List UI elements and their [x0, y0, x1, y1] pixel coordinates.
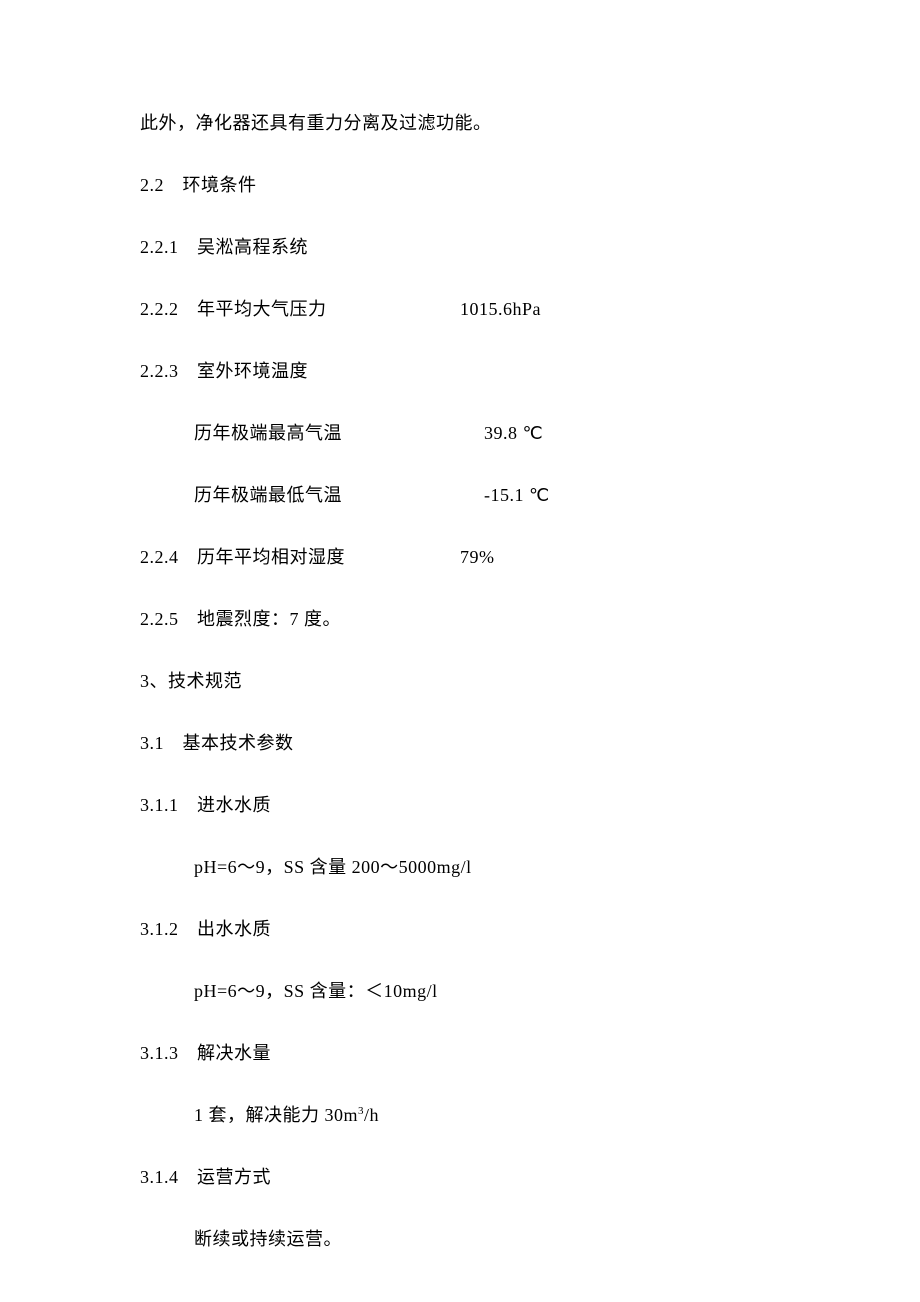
section-3-1-2-body: pH=6～9，SS 含量：＜10mg/l: [140, 978, 780, 1005]
section-2-2-3: 2.2.3 室外环境温度: [140, 358, 780, 385]
section-3-1-4-body: 断续或持续运营。: [140, 1226, 780, 1253]
max-temp-value: 39.8 ℃: [484, 420, 780, 447]
section-3-1-4: 3.1.4 运营方式: [140, 1164, 780, 1191]
min-temp-row: 历年极端最低气温 -15.1 ℃: [140, 482, 780, 509]
section-2-2-4-label: 2.2.4 历年平均相对湿度: [140, 544, 460, 571]
section-3-1-1-body: pH=6～9，SS 含量 200～5000mg/l: [140, 854, 780, 881]
section-2-2-4: 2.2.4 历年平均相对湿度 79%: [140, 544, 780, 571]
s313-post: /h: [364, 1105, 379, 1125]
section-3-1-1: 3.1.1 进水水质: [140, 792, 780, 819]
section-2-2-4-value: 79%: [460, 544, 780, 571]
min-temp-label: 历年极端最低气温: [194, 482, 484, 509]
section-3-heading: 3、技术规范: [140, 668, 780, 695]
section-2-2-1: 2.2.1 吴淞高程系统: [140, 234, 780, 261]
section-2-2-2-value: 1015.6hPa: [460, 296, 780, 323]
section-3-1-3-body: 1 套，解决能力 30m3/h: [140, 1102, 780, 1129]
section-2-2-5: 2.2.5 地震烈度：7 度。: [140, 606, 780, 633]
max-temp-label: 历年极端最高气温: [194, 420, 484, 447]
section-3-1-3: 3.1.3 解决水量: [140, 1040, 780, 1067]
s313-pre: 1 套，解决能力 30m: [194, 1105, 358, 1125]
max-temp-row: 历年极端最高气温 39.8 ℃: [140, 420, 780, 447]
intro-paragraph: 此外，净化器还具有重力分离及过滤功能。: [140, 110, 780, 137]
section-3-1-2: 3.1.2 出水水质: [140, 916, 780, 943]
section-2-2-2-label: 2.2.2 年平均大气压力: [140, 296, 460, 323]
section-2-2-2: 2.2.2 年平均大气压力 1015.6hPa: [140, 296, 780, 323]
section-2-2-heading: 2.2 环境条件: [140, 172, 780, 199]
min-temp-value: -15.1 ℃: [484, 482, 780, 509]
section-3-1: 3.1 基本技术参数: [140, 730, 780, 757]
